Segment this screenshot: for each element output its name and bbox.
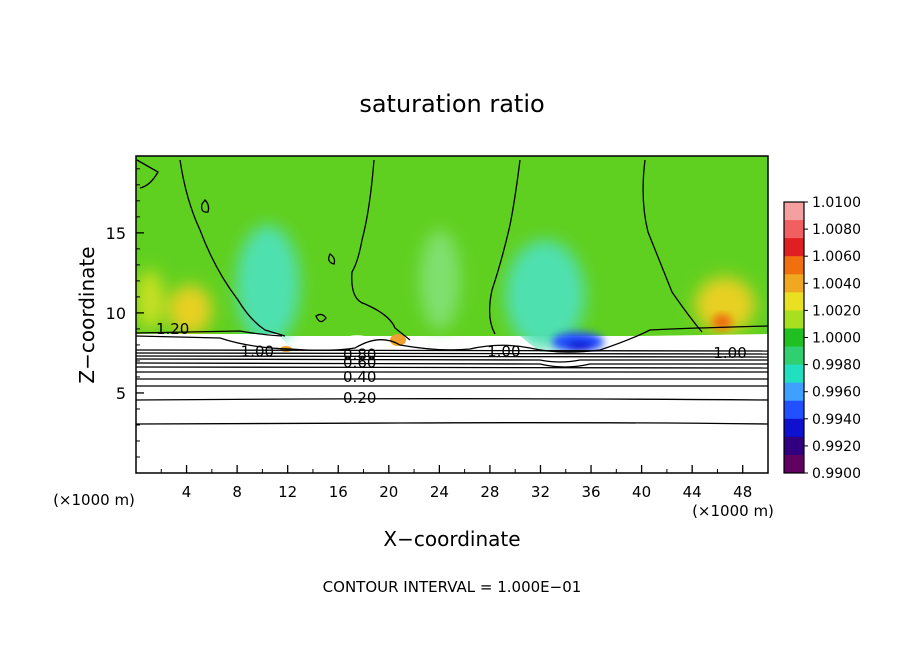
colorbar-swatch	[784, 220, 804, 239]
plume-cyan-3	[420, 230, 460, 330]
y-tick-label: 15	[106, 224, 126, 243]
colorbar-swatch	[784, 400, 804, 420]
plume-orange	[712, 314, 732, 330]
plume-yellow-1	[168, 285, 212, 335]
colorbar-label: 1.0100	[812, 195, 861, 211]
contour-lines	[136, 159, 768, 425]
contour-label: 0.40	[343, 368, 376, 386]
colorbar-swatch	[784, 238, 804, 257]
x-tick-label: 48	[733, 483, 752, 501]
contour-line	[136, 358, 768, 363]
colorbar-label: 0.9980	[812, 358, 861, 374]
colorbar-swatch	[784, 382, 804, 402]
colorbar-swatch	[784, 292, 804, 311]
contour-line	[136, 355, 768, 358]
colorbar-swatch	[784, 454, 804, 474]
cloud-gap-right	[640, 334, 768, 352]
colorbar-label: 0.9920	[812, 439, 861, 455]
contour-label: 1.00	[713, 344, 746, 362]
cloud-gap-mid	[330, 335, 390, 352]
x-axis-label: X−coordinate	[383, 527, 520, 551]
x-tick-label: 16	[329, 483, 348, 501]
colorbar-label: 0.9940	[812, 412, 861, 428]
plume-cyan-2	[505, 240, 585, 350]
contour-line	[315, 313, 327, 323]
contour-line	[200, 199, 210, 213]
x-unit-right: (×1000 m)	[692, 502, 774, 520]
colorbar: 1.0100 1.0080 1.0060 1.0040 1.0020 1.0000 0.99…	[783, 195, 861, 482]
contour-line	[136, 422, 768, 425]
colorbar-label: 1.0020	[812, 303, 861, 319]
contour-line	[136, 398, 768, 401]
contour-line	[642, 159, 703, 333]
contour-line	[351, 159, 411, 341]
contour-line	[136, 352, 768, 355]
colorbar-label: 0.9900	[812, 466, 861, 482]
colorbar-swatch	[784, 310, 804, 329]
contour-interval-note: CONTOUR INTERVAL = 1.000E−01	[323, 578, 582, 596]
y-tick-label: 10	[106, 304, 126, 323]
x-tick-label: 32	[531, 483, 550, 501]
x-tick-label: 44	[683, 483, 702, 501]
plume-yellow-2	[695, 277, 755, 333]
colorbar-label: 1.0080	[812, 222, 861, 238]
cloud-gap-left	[136, 334, 290, 352]
contour-label: 0.60	[343, 354, 376, 372]
contour-label: 0.20	[343, 389, 376, 407]
colorbar-swatch	[784, 436, 804, 456]
colorbar-swatch	[784, 346, 804, 366]
colorbar-swatch	[784, 418, 804, 438]
contour-line	[136, 362, 768, 368]
plume-yellow-3	[136, 270, 164, 330]
x-tick-label: 12	[278, 483, 297, 501]
x-unit-left: (×1000 m)	[53, 491, 135, 509]
y-axis-label: Z−coordinate	[75, 246, 99, 383]
plume-darkblue	[566, 341, 594, 351]
colorbar-swatch	[784, 202, 804, 221]
dry-layer	[136, 352, 768, 473]
x-tick-label: 28	[480, 483, 499, 501]
plot-frame	[135, 155, 769, 474]
contour-line	[179, 159, 286, 337]
colorbar-swatch	[784, 328, 804, 348]
colorbar-label: 1.0040	[812, 276, 861, 292]
x-tick-label: 40	[632, 483, 651, 501]
cloud-gap-mid2	[465, 336, 540, 352]
contour-line	[136, 330, 283, 337]
contour-line	[136, 366, 768, 369]
contour-line	[136, 349, 768, 352]
chart-title: saturation ratio	[359, 90, 544, 118]
contour-labels: 1.20 1.00 1.00 1.00 0.800.600.40 0.20	[156, 320, 747, 407]
y-tick-label: 5	[116, 384, 126, 403]
contour-label: 1.00	[241, 342, 274, 360]
contour-label: 1.00	[487, 342, 520, 360]
contour-label: 0.80	[343, 346, 376, 364]
x-tick-label: 24	[430, 483, 449, 501]
contour-line	[488, 159, 521, 335]
x-tick-label: 20	[379, 483, 398, 501]
heatmap-field	[136, 156, 768, 473]
contour-line	[136, 159, 159, 189]
colorbar-swatch	[784, 364, 804, 384]
cloud-orange-mid	[390, 334, 406, 346]
x-tick-label: 8	[232, 483, 242, 501]
colorbar-label: 1.0060	[812, 249, 861, 265]
colorbar-label: 0.9960	[812, 385, 861, 401]
contour-label: 1.20	[156, 320, 189, 338]
plume-cyan-1	[236, 225, 300, 345]
colorbar-swatch	[784, 274, 804, 293]
x-tick-label: 36	[581, 483, 600, 501]
colorbar-label: 1.0000	[812, 331, 861, 347]
x-tick-label: 4	[182, 483, 192, 501]
contour-line	[328, 253, 336, 265]
colorbar-swatch	[784, 256, 804, 275]
